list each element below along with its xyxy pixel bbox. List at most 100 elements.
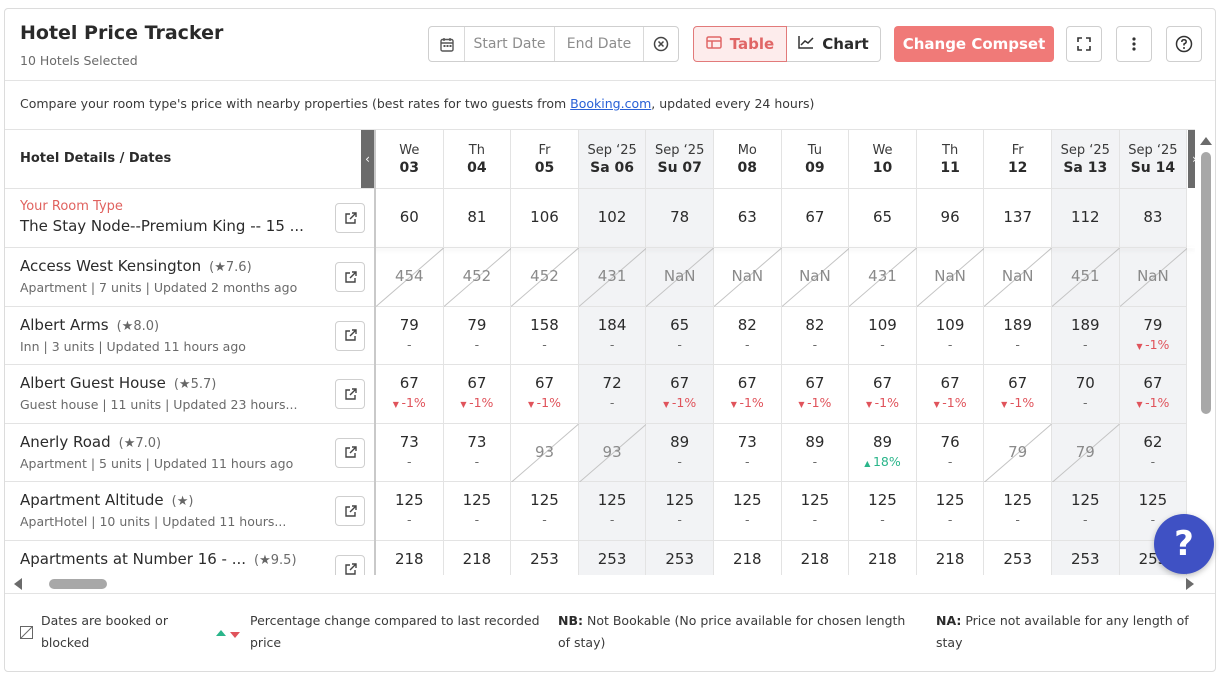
booked-hatch	[1119, 248, 1188, 307]
your-room-row: Your Room Type The Stay Node--Premium Ki…	[5, 189, 374, 248]
price-change: -	[407, 512, 412, 527]
date-header-line1: Sep ‘25	[587, 143, 637, 158]
your-room-price-cell: 112	[1052, 189, 1119, 248]
price-cell: 253	[984, 541, 1051, 576]
price-change: -	[1150, 512, 1156, 527]
horizontal-scrollbar[interactable]	[9, 575, 1199, 591]
change-compset-button[interactable]: Change Compset	[894, 26, 1054, 62]
down-arrow-icon: ▼	[730, 400, 740, 409]
price-cell: 218	[917, 541, 984, 576]
hotel-name: Albert Arms (★8.0)	[20, 316, 159, 334]
price-value: 67	[467, 374, 487, 392]
booked-hatch	[376, 248, 444, 307]
external-link-icon[interactable]	[335, 554, 365, 575]
date-header-line1: We	[399, 143, 420, 158]
price-change: -	[474, 512, 480, 527]
price-cell: 125 -	[714, 482, 781, 541]
chart-icon	[798, 35, 814, 53]
vertical-scroll-thumb[interactable]	[1201, 152, 1211, 414]
price-cell: NaN	[1119, 248, 1188, 307]
help-icon[interactable]	[1166, 26, 1202, 62]
vertical-scrollbar[interactable]	[1198, 134, 1214, 596]
external-link-icon[interactable]	[335, 496, 365, 526]
price-value: 78	[670, 208, 690, 226]
price-change-value: -1%	[671, 395, 697, 410]
down-arrow-icon: ▼	[1136, 341, 1146, 351]
your-room-price-cell: 78	[646, 189, 713, 248]
external-link-icon[interactable]	[335, 320, 365, 351]
price-value: 125	[935, 491, 965, 509]
price-value: 93	[602, 442, 622, 461]
hotel-meta: Guest house | 11 units | Updated 23 hour…	[20, 397, 298, 412]
end-date-input[interactable]: End Date	[555, 27, 644, 61]
chart-view-label: Chart	[822, 35, 869, 53]
price-value: 184	[597, 315, 627, 334]
hotel-rating: (★)	[171, 494, 194, 509]
price-cell: 109 -	[849, 307, 916, 365]
clear-icon[interactable]	[644, 27, 678, 61]
price-value: 125	[800, 491, 830, 509]
hotel-meta: Inn | 3 units | Updated 11 hours ago	[20, 338, 246, 354]
price-change: -	[880, 336, 885, 352]
start-date-input[interactable]: Start Date	[465, 27, 555, 61]
hatch-icon	[20, 624, 33, 646]
price-value: 125	[665, 491, 694, 509]
date-column-header: Th 04	[443, 130, 511, 189]
your-room-name: The Stay Node--Premium King -- 15 ...	[20, 217, 304, 235]
hotel-row: Albert Guest House (★5.7) Guest house | 11…	[5, 365, 374, 424]
price-value: 125	[1070, 491, 1100, 509]
more-icon[interactable]	[1116, 26, 1152, 62]
price-change: ▼ -1%	[849, 395, 916, 410]
price-change: ▼ -1%	[646, 395, 713, 410]
hotel-rating-value: 8.0	[133, 318, 155, 334]
external-link-icon[interactable]	[335, 379, 365, 409]
your-room-price-cell: 102	[578, 189, 646, 248]
price-change: -	[677, 512, 682, 527]
date-header-line2: 04	[467, 160, 487, 176]
hotel-rating: (★8.0)	[116, 318, 160, 334]
fullscreen-icon[interactable]	[1066, 26, 1102, 62]
price-value: 67	[1143, 374, 1163, 392]
horizontal-scroll-thumb[interactable]	[49, 579, 107, 589]
price-cell: 89 -	[646, 424, 713, 482]
price-cell: NaN	[984, 248, 1052, 307]
price-change-value: -1%	[739, 395, 764, 410]
date-header-line2: 12	[1007, 160, 1028, 176]
date-header-line1: Sep ‘25	[655, 143, 705, 158]
price-value: NaN	[934, 267, 966, 285]
external-link-icon[interactable]	[335, 437, 365, 468]
table-view-button[interactable]: Table	[693, 26, 787, 62]
price-value: 125	[597, 491, 627, 509]
price-change: ▼ -1%	[444, 395, 511, 410]
price-value: 158	[530, 315, 559, 334]
price-value: NaN	[1137, 267, 1169, 285]
booking-link[interactable]: Booking.com	[570, 96, 652, 111]
price-cell: 79 ▼ -1%	[1119, 307, 1187, 365]
scroll-right-button[interactable]: ›	[1188, 130, 1195, 188]
price-value: 218	[800, 549, 830, 568]
external-link-icon[interactable]	[335, 203, 365, 233]
view-toggle: Table Chart	[693, 26, 881, 62]
price-cell: 253	[511, 541, 578, 576]
external-link-icon[interactable]	[335, 262, 365, 292]
date-header-line2: Sa 06	[590, 160, 635, 176]
date-column: Sep ‘25 Sa 13 112 451 189 - 70 - 79 125 - 253	[1052, 130, 1120, 575]
price-change: -	[947, 336, 953, 352]
help-chat-button[interactable]: ?	[1154, 514, 1214, 574]
price-value: 218	[462, 549, 492, 568]
price-change: -	[407, 453, 412, 469]
down-arrow-icon: ▼	[527, 400, 537, 409]
price-change-value: -1%	[536, 395, 561, 410]
chart-view-button[interactable]: Chart	[787, 26, 881, 62]
price-cell: NaN	[781, 248, 850, 307]
your-room-price-cell: 137	[984, 189, 1051, 248]
collapse-column-button[interactable]: ‹	[361, 130, 374, 188]
your-room-price-cell: 106	[511, 189, 578, 248]
price-value: 67	[805, 208, 825, 226]
hotel-rating: (★7.0)	[118, 435, 162, 451]
price-cell: 67 ▼ -1%	[714, 365, 781, 424]
date-column-header: Sep ‘25 Su 14	[1119, 130, 1187, 189]
price-value: 67	[737, 374, 757, 392]
calendar-icon[interactable]	[429, 27, 465, 61]
price-table: We 03 60 454 79 - 67 ▼ -1% 73 - 125 - 218 Th 04 81 452 79…	[5, 129, 1195, 575]
